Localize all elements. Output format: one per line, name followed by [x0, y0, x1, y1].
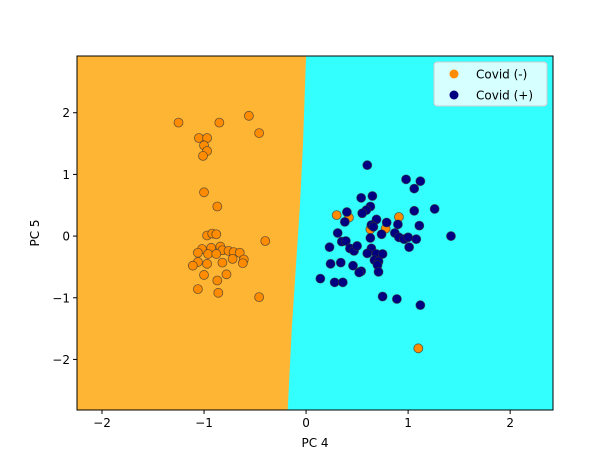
point-covid-neg [199, 270, 209, 280]
point-covid-pos [393, 219, 403, 230]
point-covid-neg [203, 249, 214, 259]
point-covid-pos [381, 217, 392, 228]
point-covid-neg [413, 343, 424, 354]
point-covid-pos [429, 204, 440, 214]
x-tick-label: 0 [302, 416, 310, 430]
point-covid-pos [341, 207, 352, 217]
y-axis-label: PC 5 [28, 219, 42, 246]
legend-box [433, 61, 548, 107]
point-covid-pos [377, 291, 388, 302]
y-tick-label: −2 [52, 353, 70, 367]
point-covid-pos [377, 249, 388, 259]
point-covid-neg [193, 247, 203, 258]
legend-label-covid-neg: Covid (-) [476, 68, 527, 82]
point-covid-pos [339, 216, 350, 227]
point-covid-pos [337, 277, 348, 288]
legend-marker-covid-neg [449, 69, 459, 79]
point-covid-neg [212, 201, 223, 212]
y-tick-label: −1 [52, 291, 70, 305]
point-covid-pos [362, 248, 373, 259]
point-covid-pos [329, 277, 340, 288]
point-covid-neg [244, 110, 254, 121]
point-covid-pos [376, 229, 387, 240]
point-covid-neg [211, 229, 222, 240]
decision-regions [77, 56, 553, 410]
point-covid-pos [409, 205, 420, 216]
point-covid-pos [401, 174, 411, 185]
point-covid-neg [193, 284, 203, 295]
point-covid-pos [404, 242, 415, 253]
point-covid-neg [217, 257, 228, 268]
point-covid-neg [173, 117, 184, 128]
point-covid-pos [325, 258, 336, 269]
x-tick-label: 1 [404, 416, 412, 430]
point-covid-neg [237, 258, 248, 269]
point-covid-pos [357, 208, 368, 219]
point-covid-pos [368, 221, 379, 232]
x-tick-label: −2 [93, 416, 111, 430]
point-covid-neg [213, 287, 224, 298]
x-tick-label: 2 [506, 416, 514, 430]
point-covid-neg [227, 254, 238, 264]
legend-marker-covid-pos [449, 90, 459, 100]
x-axis-label: PC 4 [301, 436, 328, 450]
legend: Covid (-) Covid (+) [433, 61, 548, 107]
point-covid-pos [446, 231, 456, 241]
point-covid-neg [214, 117, 225, 128]
point-covid-pos [391, 294, 402, 304]
point-covid-pos [315, 273, 326, 284]
point-covid-pos [324, 242, 335, 253]
point-covid-pos [373, 266, 384, 277]
point-covid-pos [332, 228, 343, 238]
data-points [173, 110, 456, 354]
point-covid-pos [414, 220, 425, 231]
axis-ticks: −2 −1 0 1 2 −2 −1 0 1 2 [52, 106, 514, 430]
point-covid-pos [354, 267, 365, 278]
point-covid-neg [198, 151, 208, 161]
point-covid-pos [365, 233, 376, 243]
point-covid-pos [403, 232, 414, 243]
point-covid-neg [331, 210, 342, 221]
point-covid-neg [254, 292, 265, 303]
point-covid-pos [411, 234, 422, 245]
point-covid-pos [367, 191, 378, 201]
point-covid-pos [415, 176, 426, 187]
point-covid-pos [415, 300, 426, 311]
point-covid-neg [187, 260, 198, 271]
y-tick-label: 2 [62, 106, 70, 120]
point-covid-pos [340, 236, 351, 246]
point-covid-pos [335, 257, 346, 268]
point-covid-neg [212, 275, 223, 286]
point-covid-neg [260, 236, 271, 246]
point-covid-pos [409, 183, 420, 194]
x-tick-label: −1 [195, 416, 213, 430]
point-covid-neg [199, 187, 209, 198]
point-covid-pos [362, 160, 373, 171]
y-tick-label: 0 [62, 230, 70, 244]
point-covid-pos [352, 241, 362, 251]
legend-label-covid-pos: Covid (+) [476, 89, 533, 103]
point-covid-pos [348, 260, 358, 271]
point-covid-neg [202, 258, 212, 269]
y-tick-label: 1 [62, 168, 70, 182]
region-covid-neg [77, 56, 307, 410]
point-covid-neg [254, 128, 265, 138]
axes-frame [76, 55, 554, 411]
point-covid-neg [211, 249, 222, 259]
point-covid-pos [356, 192, 367, 203]
point-covid-neg [221, 269, 232, 280]
